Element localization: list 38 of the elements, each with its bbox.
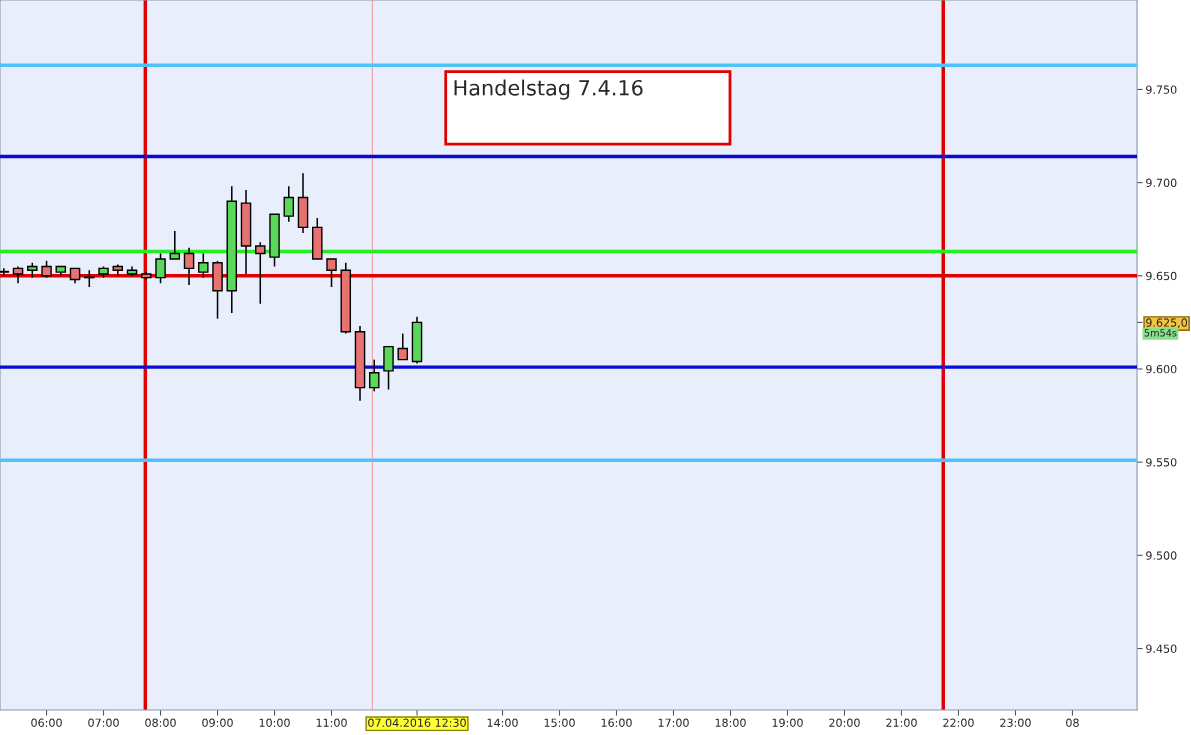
- candlestick: [326, 258, 337, 288]
- candlestick: [0, 267, 10, 277]
- y-tick-label: 9.450: [1146, 644, 1177, 653]
- candlestick: [183, 247, 195, 286]
- x-tick-label: 23:00: [1000, 718, 1031, 727]
- x-tick-label: 10:00: [259, 718, 290, 727]
- candlestick: [198, 252, 209, 279]
- y-tick-label: 9.625,0: [1146, 318, 1188, 328]
- y-tick-label: 9.700: [1146, 178, 1177, 188]
- x-tick-label: 07.04.2016 12:30: [368, 718, 466, 727]
- candlestick: [369, 358, 380, 393]
- y-tick-label: 9.750: [1146, 85, 1177, 94]
- candlestick: [169, 230, 181, 260]
- candlestick: [155, 252, 166, 285]
- x-tick-label: 06:00: [31, 718, 62, 727]
- x-tick-label: 16:00: [601, 718, 632, 727]
- x-tick-label: 20:00: [829, 718, 860, 727]
- x-tick-label: 18:00: [715, 718, 746, 727]
- x-tick-label: 14:00: [487, 718, 518, 727]
- y-tick-label: 9.550: [1146, 458, 1177, 467]
- candlestick: [397, 332, 409, 361]
- x-tick-label: 07:00: [88, 718, 119, 727]
- y-tick-label: 9.500: [1146, 551, 1177, 560]
- y-tick-label: 9.650: [1146, 271, 1177, 281]
- x-tick-label: 21:00: [886, 718, 917, 727]
- annotation: Handelstag 7.4.16: [454, 79, 643, 100]
- x-tick-label: 09:00: [202, 718, 233, 727]
- x-tick-label: 08:00: [145, 718, 176, 727]
- x-tick-label: 15:00: [544, 718, 575, 727]
- x-tick-label: 08: [1066, 718, 1079, 727]
- x-tick-label: 22:00: [943, 718, 974, 727]
- x-tick-label: 17:00: [658, 718, 689, 727]
- candlestick: [255, 241, 266, 305]
- x-tick-label: 11:00: [316, 718, 347, 727]
- text: 5m54s: [1144, 329, 1177, 337]
- y-tick-label: 9.600: [1146, 364, 1177, 374]
- x-tick-label: 19:00: [772, 718, 803, 727]
- candlestick: [283, 185, 295, 223]
